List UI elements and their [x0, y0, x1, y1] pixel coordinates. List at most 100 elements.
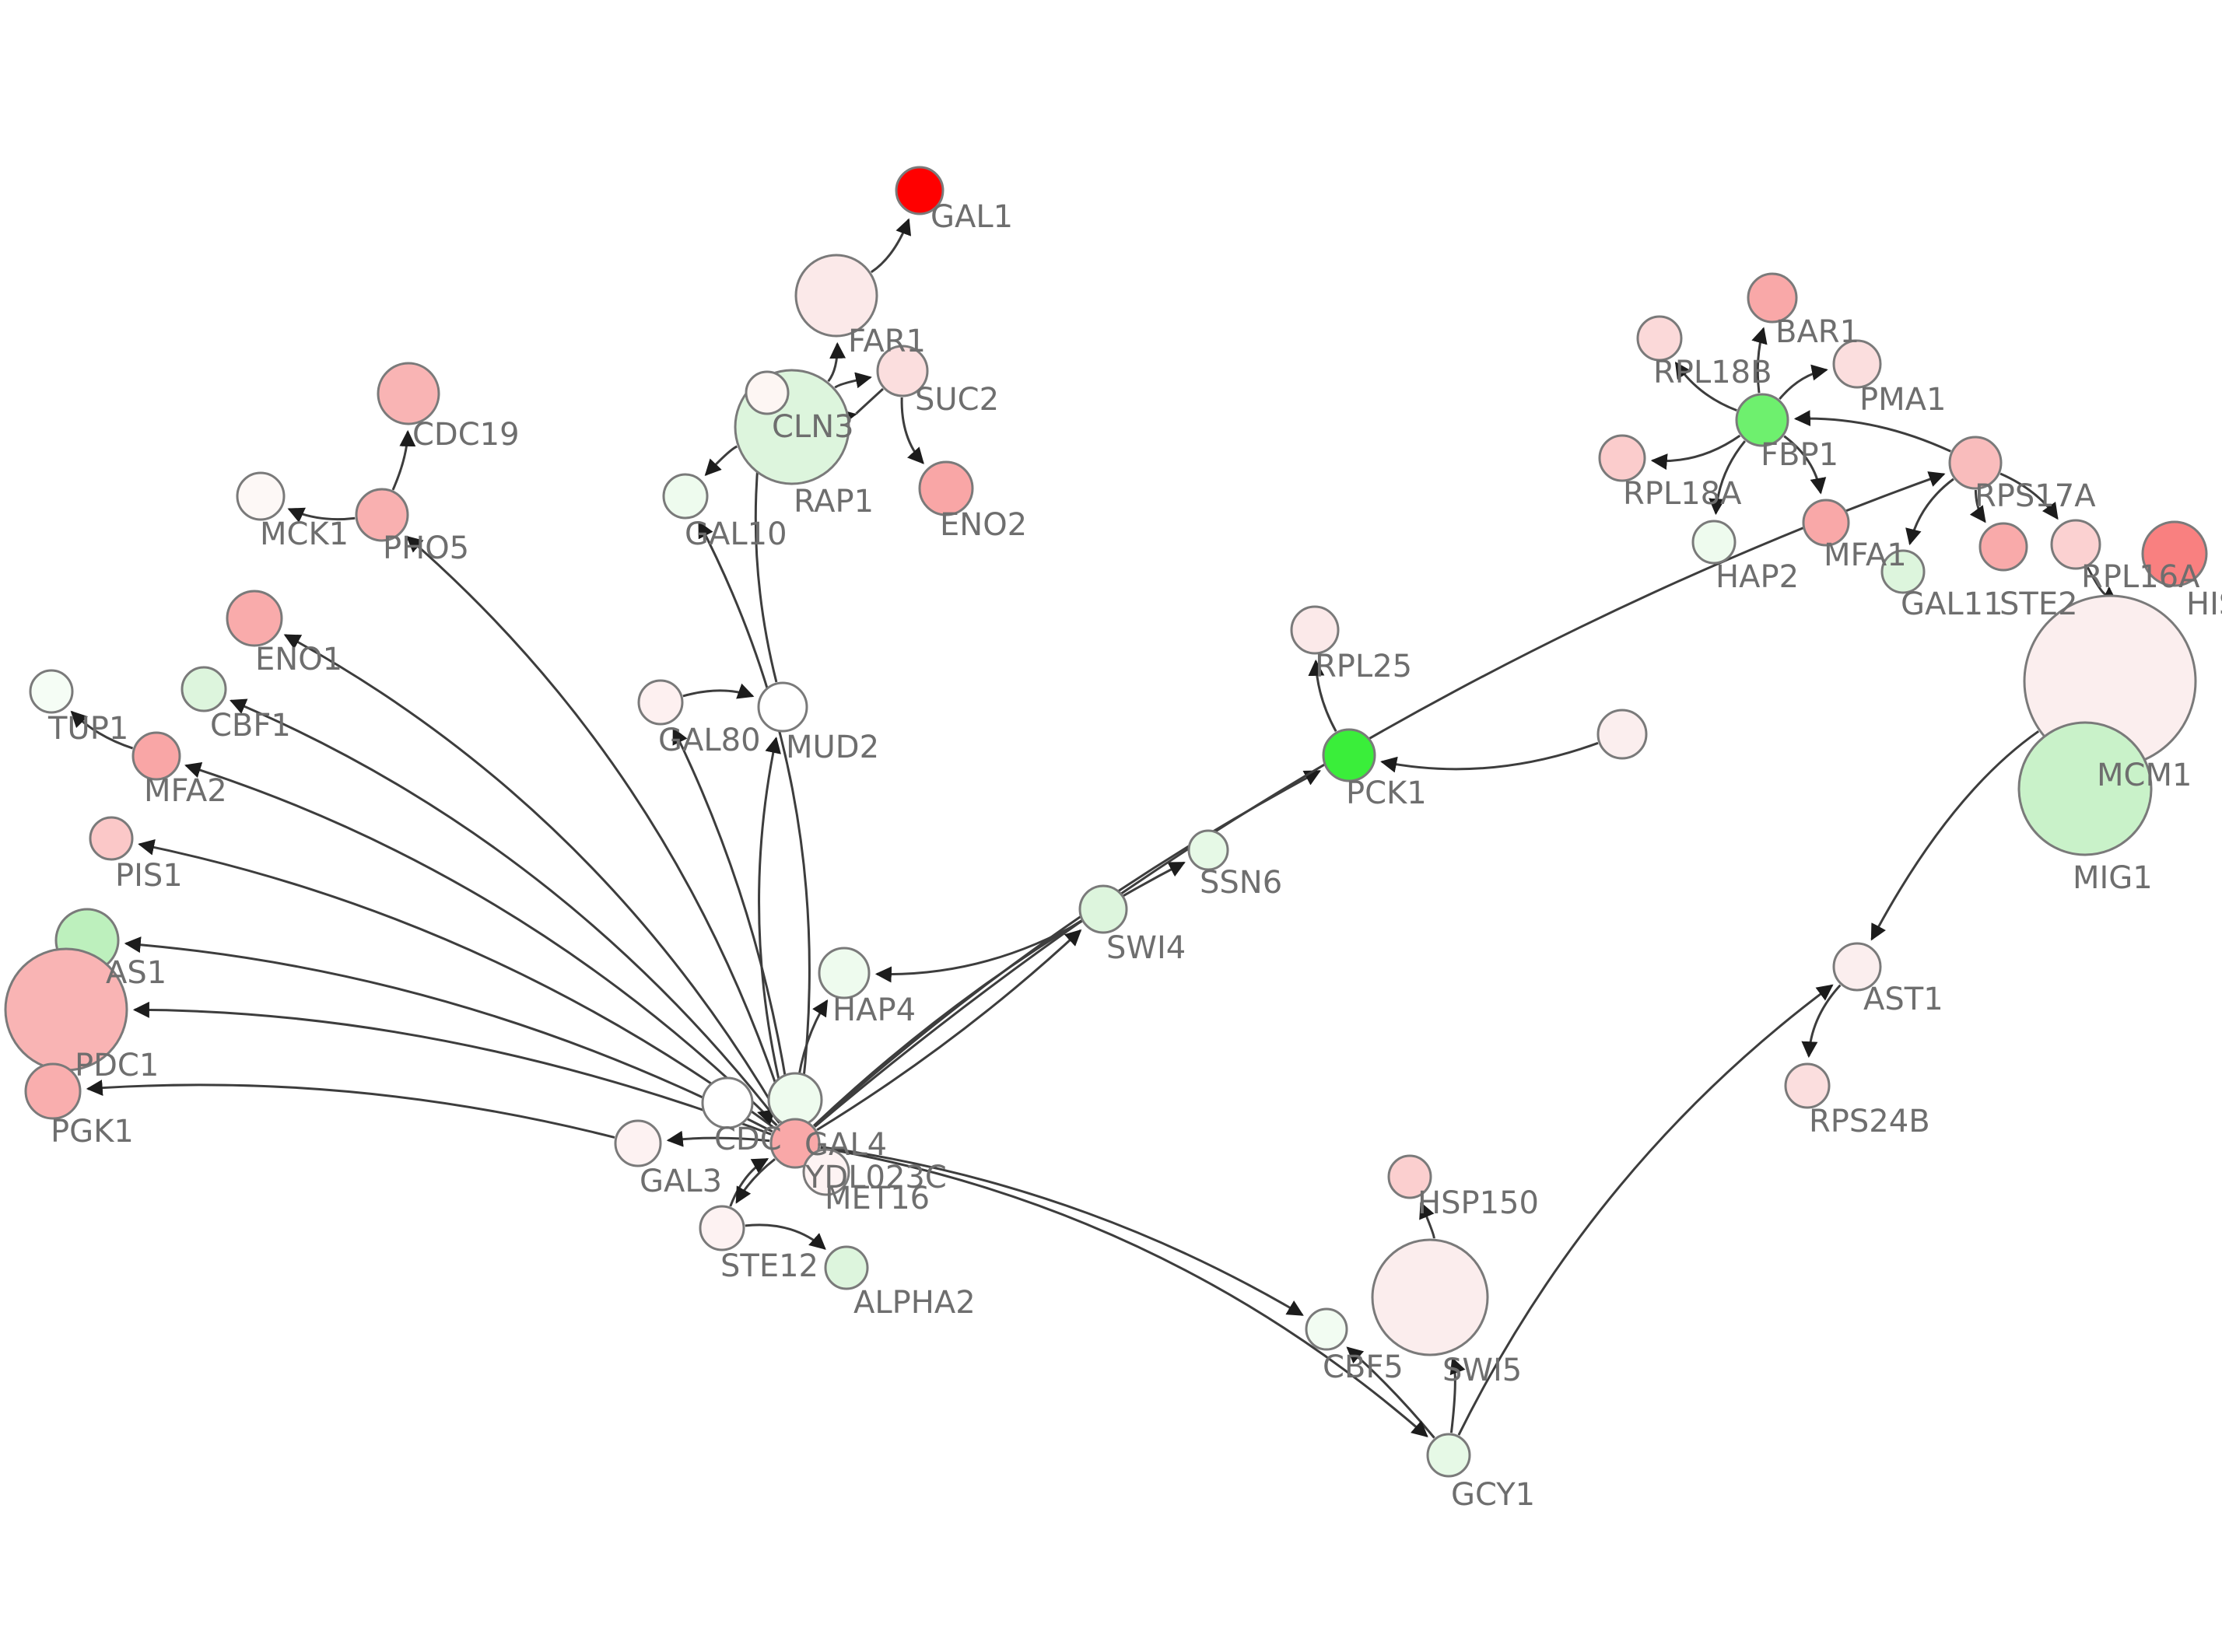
node-mig1[interactable] — [2017, 721, 2153, 856]
edge-gal4-to-pis1 — [138, 838, 776, 1129]
node-swi4[interactable] — [1078, 884, 1128, 934]
node-label-rpl18a: RPL18A — [1623, 476, 1742, 512]
node-label-mfa1: MFA1 — [1824, 537, 1907, 573]
node-label-gal10: GAL10 — [685, 516, 787, 552]
node-rps17a[interactable] — [1948, 436, 2003, 490]
node-ste2[interactable] — [1978, 522, 2028, 572]
node-label-suc2: SUC2 — [915, 382, 999, 418]
node-label-ydl023c: YDL023C — [804, 1160, 947, 1195]
node-label-hsp150: HSP150 — [1418, 1185, 1539, 1221]
edge-gal4-to-cbf1 — [230, 698, 780, 1124]
node-cbf1[interactable] — [180, 666, 227, 712]
node-gal3[interactable] — [614, 1119, 662, 1167]
edge-gal4-to-pho5 — [405, 535, 789, 1120]
node-label-pgk1: PGK1 — [51, 1114, 134, 1150]
node-label-gcy1: GCY1 — [1451, 1477, 1535, 1513]
node-hap4[interactable] — [818, 947, 871, 999]
node-gal80[interactable] — [637, 679, 684, 726]
node-label-rpl25: RPL25 — [1315, 649, 1412, 684]
node-mck1[interactable] — [236, 471, 286, 521]
edge-cln3-to-suc2 — [834, 372, 872, 389]
edge-rps17a-to-rpl16a — [1999, 472, 2059, 520]
edge-fbp1-to-mfa1 — [1783, 435, 1827, 495]
edge-mfa2-to-tup1 — [70, 710, 134, 750]
node-label-pma1: PMA1 — [1859, 382, 1946, 418]
edge-ste12-to-gal4 — [729, 1157, 769, 1207]
node-rpl18a[interactable] — [1598, 434, 1646, 482]
node-ssn6[interactable] — [1187, 829, 1229, 871]
node-label-ste2: STE2 — [1999, 586, 2078, 622]
node-label-cbf1: CBF1 — [210, 708, 291, 744]
edge-pho5-to-cdc19 — [391, 429, 416, 491]
edge-swi5-to-hsp150 — [1419, 1202, 1435, 1239]
edge-gal3-to-pgk1 — [86, 1080, 615, 1139]
node-label-pis1: PIS1 — [115, 858, 183, 894]
node-cdc[interactable] — [701, 1076, 754, 1129]
node-label-swi4: SWI4 — [1106, 930, 1186, 966]
node-gcy1[interactable] — [1426, 1433, 1471, 1478]
node-pho5[interactable] — [355, 488, 409, 542]
node-eno2[interactable] — [918, 460, 974, 516]
node-rpl16a[interactable] — [2050, 519, 2101, 570]
node-label-gal3: GAL3 — [640, 1164, 722, 1199]
node-unlabeled[interactable] — [1596, 709, 1648, 760]
node-fbp1[interactable] — [1735, 393, 1789, 447]
node-gal4[interactable] — [769, 1118, 821, 1169]
node-label-gal4: GAL4 — [804, 1127, 887, 1163]
node-label-tup1: TUP1 — [47, 711, 128, 747]
edge-gal4-to-as1 — [124, 936, 773, 1133]
node-rpl25[interactable] — [1290, 605, 1340, 655]
node-ast1[interactable] — [1832, 942, 1882, 992]
node-alpha2[interactable] — [824, 1245, 869, 1290]
edge-mcm1-to-ast1 — [1870, 730, 2040, 941]
node-label-eno2: ENO2 — [940, 507, 1027, 543]
node-rpl18b[interactable] — [1636, 315, 1683, 362]
node-mfa2[interactable] — [131, 731, 181, 781]
edge-layer — [70, 218, 2118, 1439]
node-pgk1[interactable] — [24, 1062, 82, 1120]
node-bar1[interactable] — [1747, 272, 1798, 324]
edge-pho5-to-mck1 — [287, 507, 356, 523]
edge-gal4-to-eno1 — [283, 634, 783, 1122]
node-pis1[interactable] — [89, 816, 134, 861]
node-hap2[interactable] — [1691, 520, 1737, 565]
node-label-mck1: MCK1 — [260, 516, 349, 552]
node-pma1[interactable] — [1832, 339, 1882, 389]
node-label-met16: MET16 — [825, 1181, 930, 1216]
node-gal10[interactable] — [662, 473, 709, 520]
edge-gal4-to-cbf5 — [820, 1146, 1304, 1316]
node-swi5[interactable] — [1371, 1238, 1489, 1356]
edge-gal4-to-cdc — [757, 1109, 778, 1127]
node-suc2[interactable] — [876, 345, 929, 397]
edge-fbp1-to-rpl18b — [1674, 361, 1737, 411]
node-cbf5[interactable] — [1305, 1307, 1348, 1351]
node-pck1[interactable] — [1322, 728, 1376, 782]
node-ydl023c[interactable] — [802, 1148, 850, 1196]
edge-fbp1-to-hap2 — [1709, 440, 1746, 516]
node-tup1[interactable] — [29, 669, 74, 714]
node-mfa1[interactable] — [1802, 499, 1850, 547]
node-label-swi5: SWI5 — [1442, 1353, 1522, 1388]
edge-ast1-to-rps24b — [1801, 984, 1842, 1059]
edge-gal4-to-pdc1 — [132, 1001, 772, 1136]
node-ste12[interactable] — [699, 1205, 745, 1251]
node-far1[interactable] — [794, 254, 878, 338]
node-label-bar1: BAR1 — [1775, 314, 1859, 350]
edge-gal4-to-gal3 — [666, 1130, 770, 1147]
node-gal1[interactable] — [895, 166, 945, 215]
node-eno1[interactable] — [226, 590, 283, 647]
edge-gcy1-to-swi5 — [1449, 1356, 1466, 1433]
edge-suc2-to-cln3 — [839, 387, 884, 425]
node-label-gal80: GAL80 — [658, 723, 761, 758]
node-cdc19[interactable] — [377, 362, 440, 425]
node-mud2[interactable] — [757, 681, 808, 733]
node-label-mig1: MIG1 — [2073, 860, 2153, 896]
node-label-his4: HIS4 — [2186, 586, 2222, 622]
node-label-eno1: ENO1 — [255, 642, 342, 677]
node-hsp150[interactable] — [1387, 1154, 1432, 1199]
node-rap1[interactable] — [745, 370, 790, 415]
node-rps24b[interactable] — [1784, 1062, 1831, 1109]
node-his4[interactable] — [2141, 520, 2208, 587]
node-gal11[interactable] — [1880, 549, 1926, 594]
